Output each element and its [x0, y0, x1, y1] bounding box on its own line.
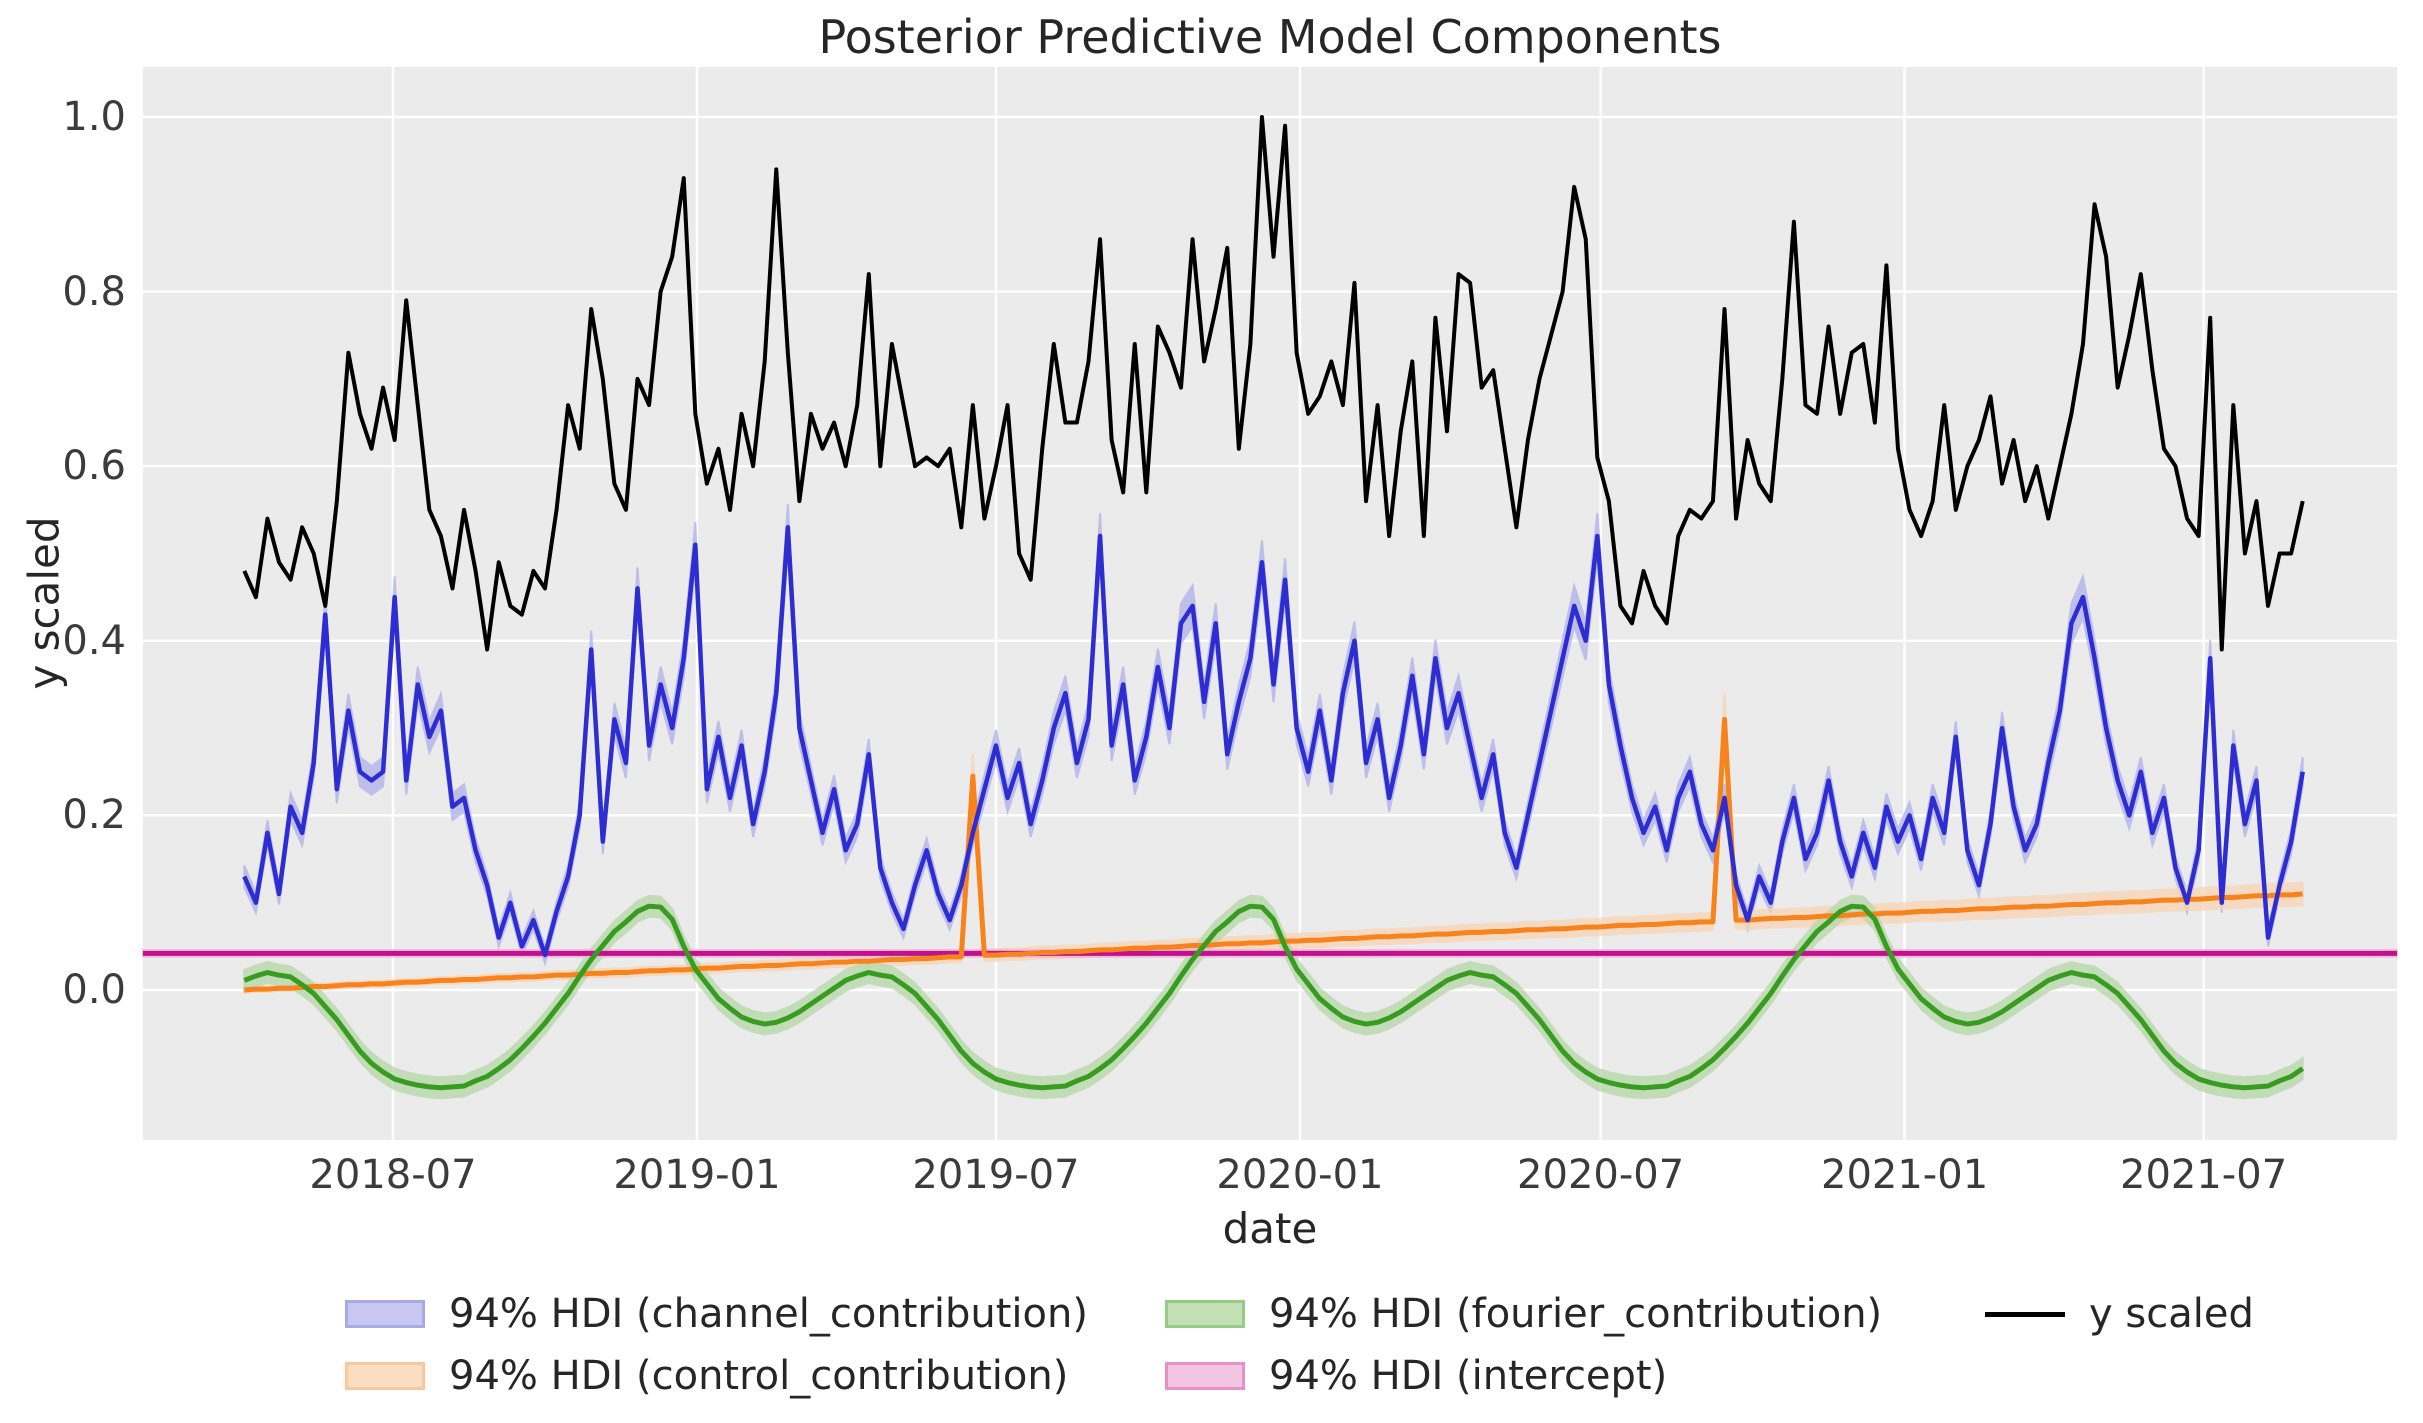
y-tick-0.6: 0.6	[62, 443, 126, 490]
legend-item: 94% HDI (intercept)	[1165, 1352, 1667, 1400]
x-tick-2021-01: 2021-01	[1821, 1152, 1989, 1198]
y-tick-0.8: 0.8	[62, 268, 126, 315]
chart-title: Posterior Predictive Model Components	[818, 10, 1722, 64]
legend-patch-icon	[345, 1362, 425, 1390]
y-tick-0.2: 0.2	[62, 792, 126, 839]
y-tick-0.0: 0.0	[62, 967, 126, 1013]
plot-area	[143, 67, 2397, 1140]
legend-label: 94% HDI (channel_contribution)	[449, 1291, 1088, 1337]
legend-label: 94% HDI (fourier_contribution)	[1269, 1291, 1883, 1337]
y-tick-0.4: 0.4	[62, 617, 126, 664]
x-axis-label: date	[1222, 1204, 1318, 1253]
channel_contribution-line	[242, 525, 2305, 958]
legend-label: 94% HDI (intercept)	[1269, 1353, 1668, 1399]
x-tick-2021-07: 2021-07	[2120, 1152, 2288, 1198]
x-tick-2020-01: 2020-01	[1216, 1152, 1384, 1198]
legend-patch-icon	[1165, 1362, 1245, 1390]
fourier_contribution-line	[243, 903, 2305, 1091]
legend-line-icon	[1985, 1311, 2065, 1317]
legend-item: 94% HDI (fourier_contribution)	[1165, 1290, 1882, 1338]
legend-label: y scaled	[2089, 1291, 2254, 1337]
legend-item: 94% HDI (channel_contribution)	[345, 1290, 1088, 1338]
legend-label: 94% HDI (control_contribution)	[449, 1353, 1069, 1399]
legend-item: 94% HDI (control_contribution)	[345, 1352, 1068, 1400]
x-tick-2018-07: 2018-07	[309, 1152, 477, 1198]
y-axis-label: y scaled	[19, 516, 69, 690]
channel_contribution-hdi-band	[243, 504, 2304, 967]
x-tick-2019-07: 2019-07	[912, 1152, 1080, 1198]
legend-item: y scaled	[1985, 1290, 2254, 1338]
fourier_contribution-hdi-band	[243, 894, 2304, 1100]
x-tick-2020-07: 2020-07	[1517, 1152, 1685, 1198]
y scaled-line	[242, 115, 2305, 652]
x-tick-2019-01: 2019-01	[613, 1152, 781, 1198]
legend-patch-icon	[1165, 1300, 1245, 1328]
legend-patch-icon	[345, 1300, 425, 1328]
y-tick-1.0: 1.0	[62, 94, 126, 140]
control_contribution-line	[244, 716, 2303, 993]
